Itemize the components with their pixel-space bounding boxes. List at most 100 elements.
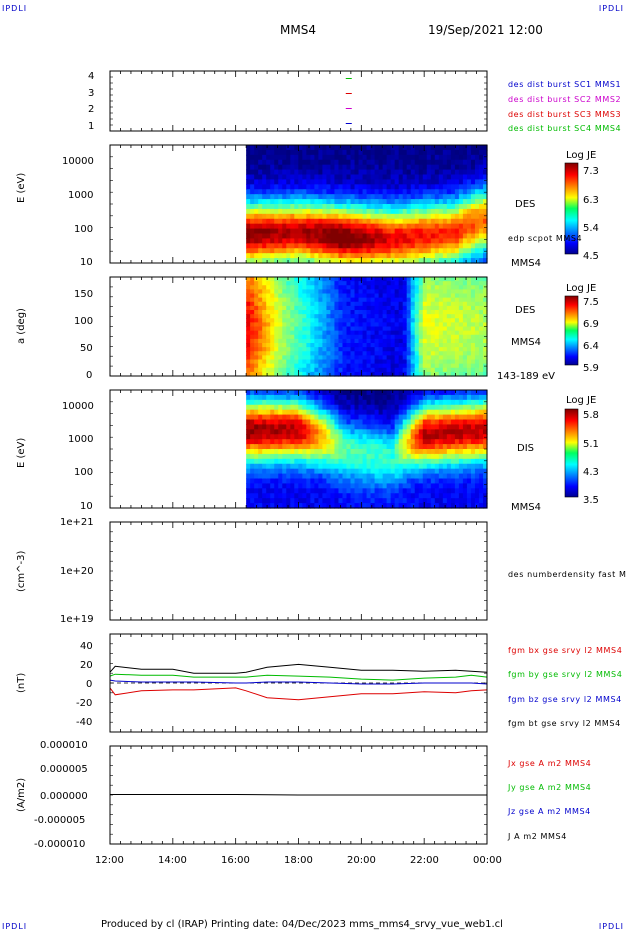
dis_energy-heatmap-cell	[290, 390, 295, 396]
dis_energy-heatmap-cell	[286, 439, 291, 445]
des_energy-heatmap-cell	[322, 253, 328, 259]
dis_energy-heatmap-cell	[254, 424, 259, 430]
des_pitch-heatmap-cell	[370, 289, 376, 295]
des_energy-heatmap-cell	[246, 179, 251, 185]
des_pitch-heatmap-cell	[454, 289, 460, 295]
des_energy-heatmap-cell	[438, 174, 444, 181]
des_pitch-heatmap-cell	[258, 285, 263, 290]
des_energy-heatmap-cell	[390, 199, 396, 205]
des_pitch-heatmap-cell	[378, 363, 384, 369]
des_pitch-heatmap-cell	[298, 285, 303, 290]
des_energy-heatmap-cell	[258, 248, 263, 254]
des_energy-heatmap-cell	[434, 194, 440, 200]
des_pitch-heatmap-cell	[418, 318, 424, 323]
des_energy-heatmap-cell	[310, 258, 315, 264]
des_energy-heatmap-cell	[266, 208, 271, 215]
des_energy-heatmap-cell	[414, 253, 420, 259]
des_energy-heatmap-cell	[450, 174, 456, 181]
dis_energy-heatmap-cell	[286, 463, 291, 470]
des_energy-heatmap-cell	[282, 208, 287, 215]
des_pitch-heatmap-cell	[422, 301, 428, 307]
dis_energy-heatmap-cell	[250, 503, 255, 509]
des_energy-heatmap-cell	[254, 169, 259, 176]
des_pitch-heatmap-cell	[418, 277, 424, 282]
dis_energy-heatmap-cell	[254, 463, 259, 470]
des_pitch-heatmap-cell	[410, 318, 416, 323]
dis_energy-heatmap-cell	[358, 473, 364, 480]
des_energy-heatmap-cell	[246, 174, 251, 181]
des_pitch-heatmap-cell	[470, 363, 476, 369]
des_energy-heatmap-cell	[482, 159, 488, 166]
des_pitch-heatmap-cell	[322, 355, 328, 361]
dis_energy-heatmap-cell	[350, 463, 356, 470]
des_pitch-heatmap-cell	[386, 351, 392, 356]
des_energy-heatmap-cell	[306, 154, 311, 161]
dis_energy-heatmap-cell	[378, 444, 384, 450]
des_energy-heatmap-cell	[394, 154, 400, 161]
dis_energy-heatmap-cell	[298, 493, 303, 499]
dis_energy-heatmap-cell	[378, 434, 384, 440]
dis_energy-heatmap-cell	[298, 449, 303, 455]
des_pitch-heatmap-cell	[410, 314, 416, 319]
dis_energy-heatmap-cell	[462, 444, 468, 450]
des_pitch-heatmap-cell	[290, 359, 295, 365]
des_energy-heatmap-cell	[462, 208, 468, 215]
des_pitch-heatmap-cell	[458, 297, 464, 303]
dis_energy-heatmap-cell	[254, 488, 259, 494]
des_pitch-heatmap-cell	[374, 351, 380, 356]
des_energy-heatmap-cell	[286, 218, 291, 225]
des_pitch-heatmap-cell	[378, 277, 384, 282]
des_energy-heatmap-cell	[474, 218, 480, 225]
dis_energy-heatmap-cell	[246, 468, 251, 475]
dis_energy-heatmap-cell	[266, 488, 271, 494]
des_energy-heatmap-cell	[438, 154, 444, 161]
des_pitch-heatmap-cell	[310, 305, 315, 311]
des_energy-heatmap-cell	[262, 208, 267, 215]
des_pitch-heatmap-cell	[418, 293, 424, 299]
des_energy-heatmap-cell	[246, 208, 251, 215]
des_pitch-heatmap-cell	[394, 326, 400, 332]
des_pitch-heatmap-cell	[286, 322, 291, 328]
dis_energy-heatmap-cell	[338, 458, 344, 465]
des_pitch-heatmap-cell	[342, 289, 348, 295]
des_energy-heatmap-cell	[430, 189, 436, 195]
dis_energy-heatmap-cell	[266, 429, 271, 435]
dis_energy-heatmap-cell	[442, 409, 448, 416]
des_pitch-heatmap-cell	[462, 301, 468, 307]
des_pitch-heatmap-cell	[382, 318, 388, 323]
des_energy-heatmap-cell	[302, 159, 307, 166]
des_pitch-heatmap-cell	[430, 310, 436, 315]
des_pitch-heatmap-cell	[378, 293, 384, 299]
des_pitch-heatmap-cell	[402, 314, 408, 319]
dis_energy-heatmap-cell	[386, 473, 392, 480]
des_pitch-heatmap-cell	[350, 347, 356, 352]
des_energy-heatmap-cell	[278, 258, 283, 264]
des_pitch-heatmap-cell	[434, 371, 440, 377]
dis_energy-heatmap-cell	[410, 463, 416, 470]
des_energy-heatmap-cell	[350, 243, 356, 249]
des_energy-heatmap-cell	[482, 238, 488, 244]
dis_energy-heatmap-cell	[334, 468, 340, 475]
des_energy-heatmap-cell	[458, 154, 464, 161]
des_pitch-heatmap-cell	[250, 359, 255, 365]
dis_energy-heatmap-cell	[454, 449, 460, 455]
des_energy-heatmap-cell	[266, 149, 271, 156]
des_pitch-heatmap-cell	[286, 314, 291, 319]
dis_energy-heatmap-cell	[290, 503, 295, 509]
dis_energy-heatmap-cell	[306, 409, 311, 416]
des_energy-heatmap-cell	[338, 169, 344, 176]
des_energy-heatmap-cell	[354, 194, 360, 200]
dis_energy-heatmap-cell	[382, 458, 388, 465]
des_pitch-heatmap-cell	[394, 330, 400, 336]
des_pitch-heatmap-cell	[434, 334, 440, 340]
dis_energy-heatmap-cell	[314, 483, 319, 489]
des_energy-heatmap-cell	[382, 145, 388, 151]
des_energy-heatmap-cell	[298, 204, 303, 210]
dis_energy-heatmap-cell	[254, 394, 259, 401]
dis_energy-heatmap-cell	[362, 483, 368, 489]
des_energy-heatmap-cell	[378, 154, 384, 161]
dis_energy-heatmap-cell	[326, 414, 332, 421]
des_pitch-heatmap-cell	[462, 297, 468, 303]
des_pitch-heatmap-cell	[290, 310, 295, 315]
des_pitch-heatmap-cell	[250, 371, 255, 377]
